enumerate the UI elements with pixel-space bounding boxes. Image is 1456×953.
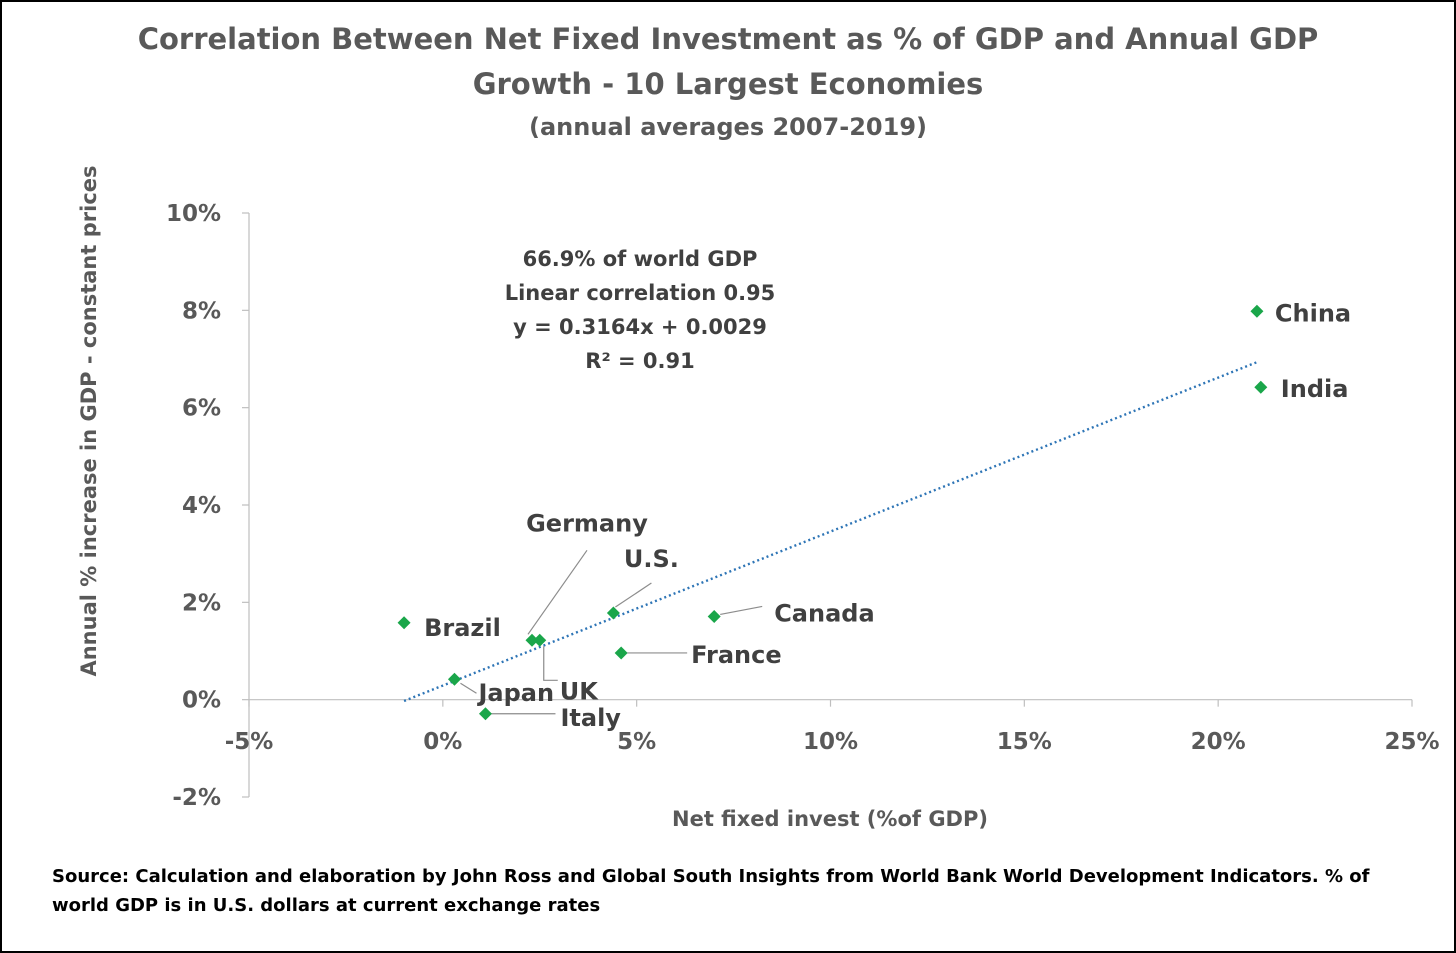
label-japan: Japan [476,679,554,707]
y-tick-label: 8% [182,298,221,324]
y-tick-label: 6% [182,396,221,422]
annotation-line: Linear correlation 0.95 [505,281,776,305]
leader-line-us [615,582,652,608]
annotation-line: R² = 0.91 [585,349,694,373]
markers [397,304,1268,721]
x-axis-title: Net fixed invest (%of GDP) [672,807,988,831]
annotation-line: y = 0.3164x + 0.0029 [513,315,767,339]
leader-line-germany [527,549,588,635]
x-tick-label: -5% [225,729,274,755]
marker-germany [525,633,539,647]
leader-line-japan [460,682,477,694]
x-tick-label: 15% [997,729,1052,755]
leader-lines [460,549,763,715]
leader-line-uk [543,646,558,681]
label-brazil: Brazil [424,614,501,642]
y-tick-label: 0% [182,688,221,714]
x-tick-label: 10% [803,729,858,755]
leader-line-canada [720,605,763,616]
x-tick-label: 5% [617,729,656,755]
y-tick-label: 4% [182,493,221,519]
label-india: India [1281,375,1349,403]
label-france: France [691,641,781,669]
marker-canada [707,609,721,623]
chart-title: Correlation Between Net Fixed Investment… [137,22,1319,56]
source-note: Source: Calculation and elaboration by J… [52,866,1370,916]
point-labels: China India Brazil Germany UK U.S. Canada Franc… [424,299,1351,731]
marker-china [1250,304,1264,318]
label-uk: UK [560,677,599,705]
correlation-annotation: 66.9% of world GDP Linear correlation 0.9… [505,247,776,373]
chart-title-line-2: Growth - 10 Largest Economies [472,67,984,101]
marker-japan [447,672,461,686]
label-us: U.S. [624,545,679,573]
x-tick-label: 20% [1191,729,1246,755]
label-canada: Canada [774,599,874,627]
y-tick-label: 10% [166,201,221,227]
x-tick-label: 0% [423,729,462,755]
y-tick-label: -2% [172,785,221,811]
marker-brazil [397,616,411,630]
y-tick-label: 2% [182,590,221,616]
marker-us [606,606,620,620]
x-tick-label: 25% [1384,729,1439,755]
chart-subtitle: (annual averages 2007-2019) [529,113,927,141]
marker-uk [533,633,547,647]
axes: -2%0%2%4%6%8%10%-5% 0% 5% 10% 15% 20% 25% [166,201,1440,811]
label-germany: Germany [526,509,648,537]
label-china: China [1275,299,1351,327]
marker-italy [478,707,492,721]
label-italy: Italy [560,704,621,732]
y-axis-title: Annual % increase in GDP - constant pric… [77,165,101,676]
marker-france [614,646,628,660]
annotation-line: 66.9% of world GDP [523,247,758,271]
marker-india [1254,380,1268,394]
